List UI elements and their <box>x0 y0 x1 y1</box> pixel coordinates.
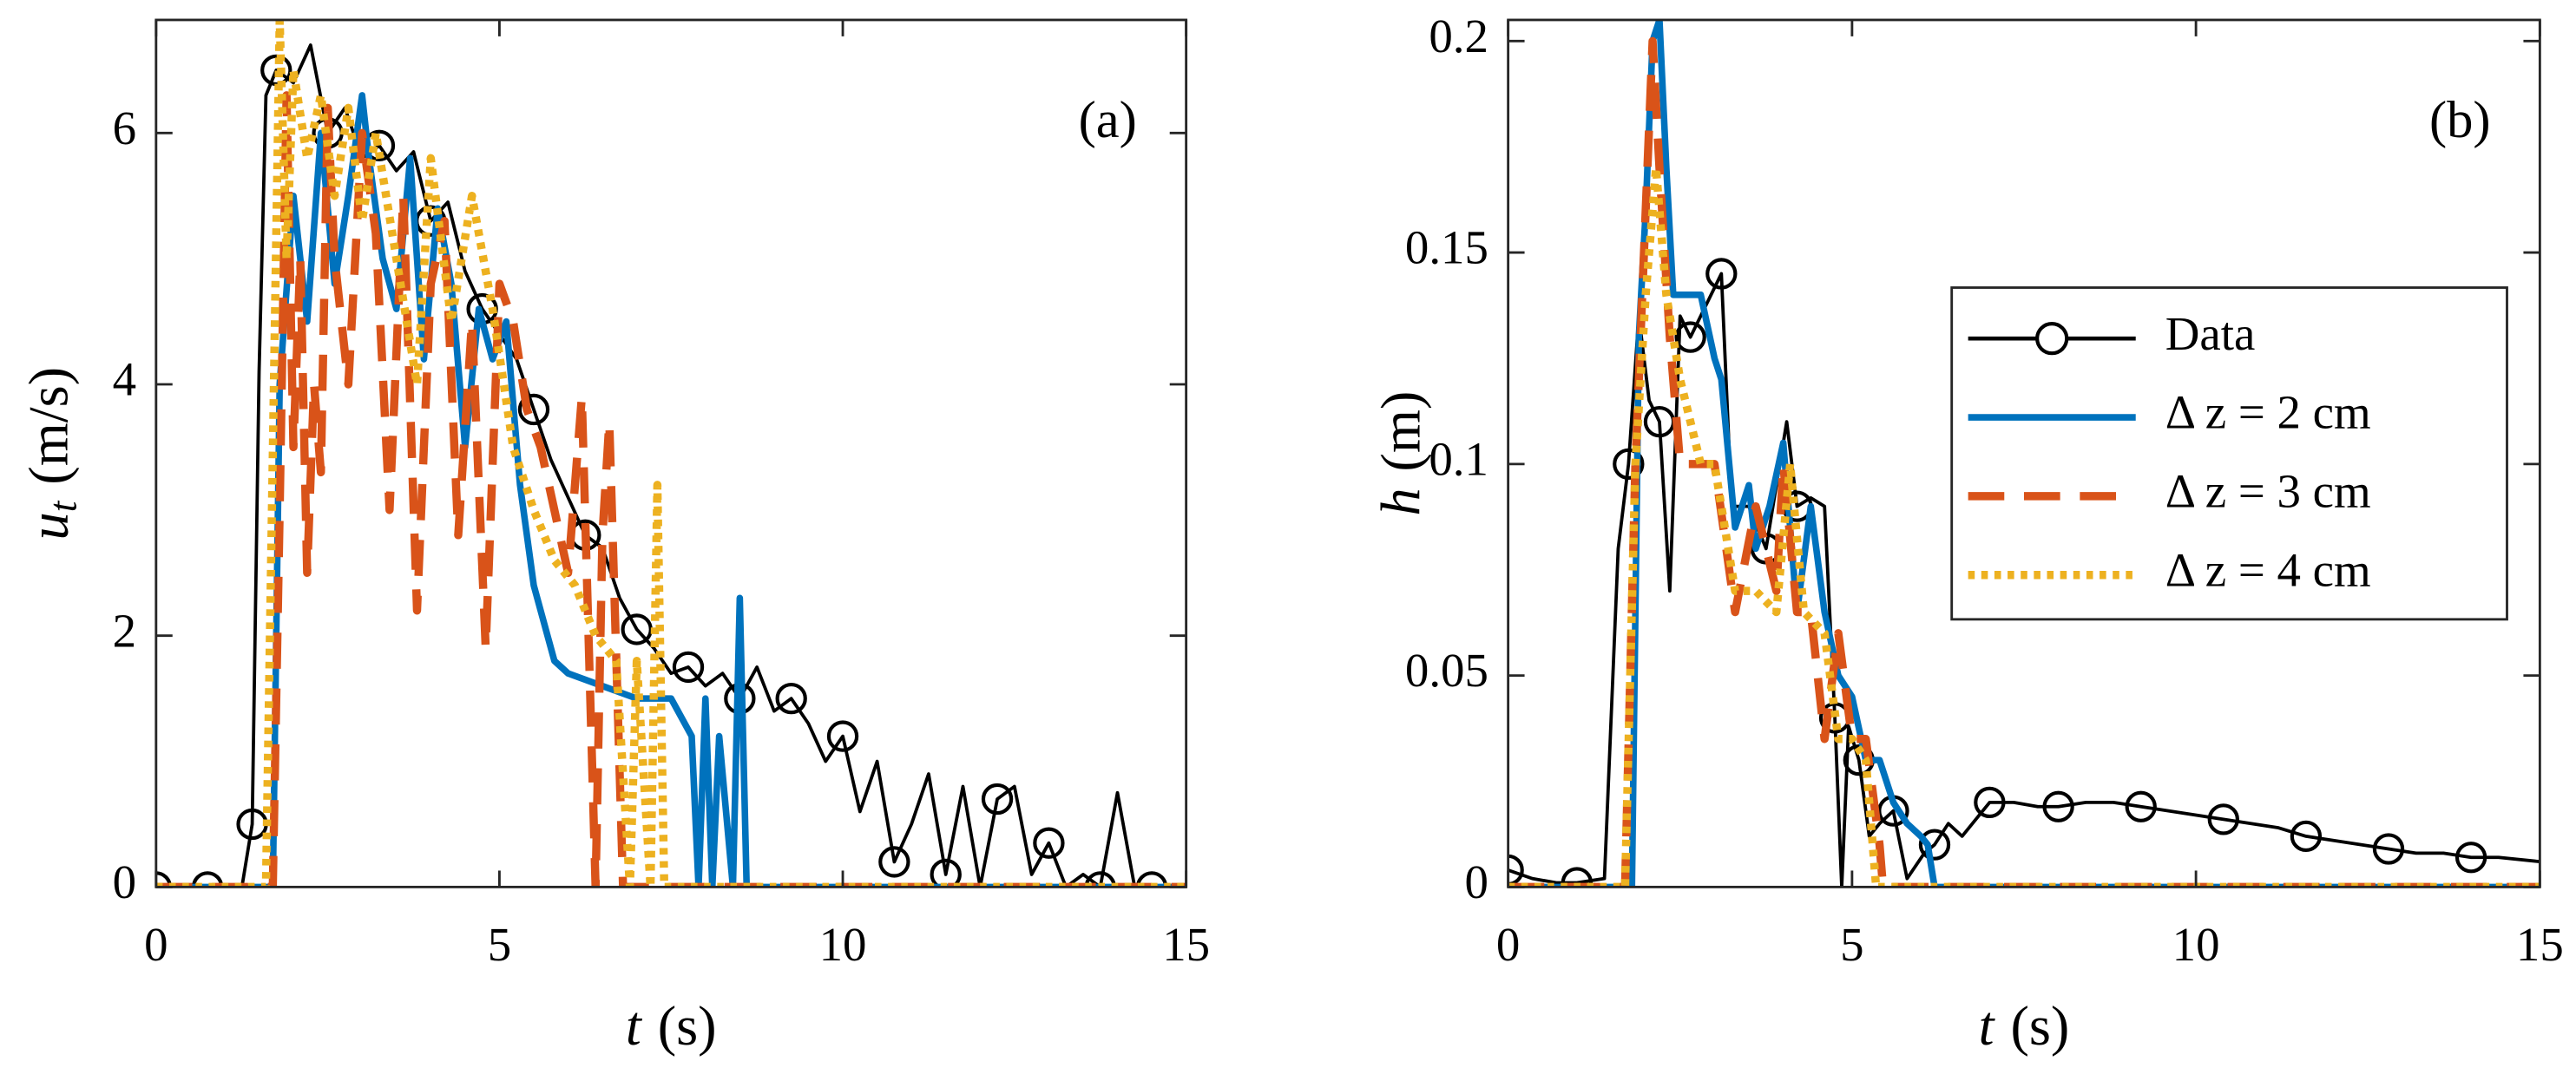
x-label-unit: (s) <box>2010 995 2069 1057</box>
x-tick-label: 10 <box>819 918 867 971</box>
data-marker <box>981 783 1014 816</box>
data-marker <box>1613 448 1645 481</box>
data-marker <box>2454 842 2487 874</box>
data-marker <box>1135 871 1168 888</box>
y-axis-label: h (m) <box>1370 391 1431 516</box>
y-tick-label: 6 <box>113 102 136 154</box>
legend-label: Δ z = 4 cm <box>2165 543 2371 596</box>
y-label-symbol: h <box>1370 488 1431 516</box>
data-marker <box>1918 829 1951 861</box>
data-marker <box>517 393 550 426</box>
axes-box <box>154 18 1188 888</box>
series-line <box>1508 272 2540 888</box>
panel-label: (a) <box>1079 91 1137 149</box>
legend-label: Data <box>2165 307 2256 360</box>
legend-label: Δ z = 3 cm <box>2165 464 2371 517</box>
x-tick-label: 0 <box>144 918 168 971</box>
y-label-subscript: t <box>42 500 85 512</box>
legend-marker <box>2035 322 2069 356</box>
panel-label: (b) <box>2429 91 2491 149</box>
y-tick-label: 0.05 <box>1405 644 1488 697</box>
data-marker <box>621 613 653 645</box>
y-tick-label: 4 <box>113 353 136 406</box>
axes-box <box>1507 18 2541 888</box>
data-marker <box>775 682 807 715</box>
data-marker <box>672 651 705 684</box>
y-axis-label: ut (m/s) <box>17 367 85 540</box>
data-marker <box>1508 854 1524 887</box>
legend: Data Δ z = 2 cm Δ z = 3 cm Δ z = 4 cm <box>1950 286 2508 621</box>
data-marker <box>826 720 859 752</box>
y-tick-label: 2 <box>113 604 136 657</box>
x-tick-label: 5 <box>488 918 511 971</box>
data-marker <box>2125 790 2157 822</box>
data-marker <box>1084 871 1116 888</box>
y-label-unit: (m) <box>1370 391 1431 472</box>
x-tick-label: 15 <box>1162 918 1210 971</box>
x-axis-label: t (s) <box>626 995 717 1057</box>
y-tick-label: 0.2 <box>1429 10 1488 62</box>
plot-area <box>1508 19 2540 888</box>
x-label-symbol: t <box>1979 995 1996 1057</box>
x-tick-label: 5 <box>1840 918 1863 971</box>
panel: 0 5 10 15 0 0.05 0.1 0.15 0.2 t (s) h (m) (b) Data Δ z … <box>1370 10 2564 1057</box>
x-tick-label: 15 <box>2516 918 2564 971</box>
data-marker <box>1705 258 1738 290</box>
data-marker <box>878 846 910 878</box>
x-label-symbol: t <box>626 995 643 1057</box>
legend-label: Δ z = 2 cm <box>2165 386 2371 439</box>
y-label-symbol: u <box>17 512 79 540</box>
x-label-unit: (s) <box>658 995 717 1057</box>
data-marker <box>2372 833 2405 865</box>
x-tick-label: 0 <box>1496 918 1520 971</box>
data-marker <box>191 871 224 888</box>
y-tick-label: 0.15 <box>1405 221 1488 274</box>
plot-area <box>155 19 1186 888</box>
data-marker <box>2042 790 2074 822</box>
data-marker <box>1974 786 2006 819</box>
data-marker <box>2290 820 2323 853</box>
x-axis-label: t (s) <box>1979 995 2070 1057</box>
series-line <box>155 19 1186 888</box>
y-tick-label: 0 <box>1464 855 1488 908</box>
series-line <box>1508 36 2540 888</box>
series-line <box>155 92 1186 888</box>
series-line <box>155 91 1186 888</box>
series-line <box>1508 163 2540 888</box>
y-tick-label: 0.1 <box>1429 432 1488 485</box>
data-marker <box>2207 803 2239 835</box>
data-marker <box>1033 827 1065 859</box>
data-marker <box>1561 867 1594 888</box>
x-tick-label: 10 <box>2172 918 2220 971</box>
data-marker <box>930 858 962 888</box>
y-label-unit: (m/s) <box>17 367 79 485</box>
y-tick-label: 0 <box>113 855 136 908</box>
data-marker <box>1674 321 1706 353</box>
